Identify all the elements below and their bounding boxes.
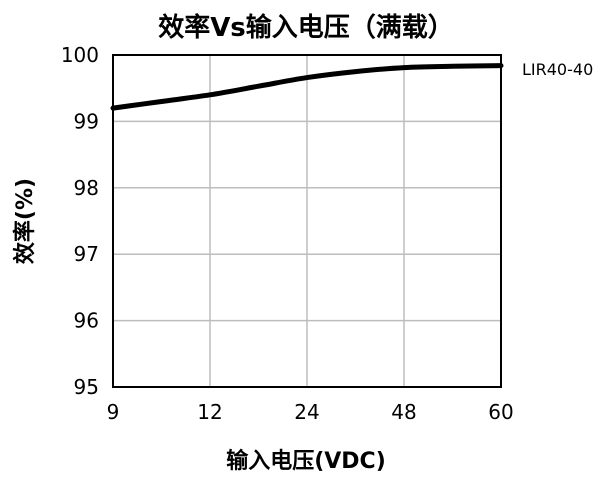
y-tick-label: 95 — [74, 375, 99, 399]
y-axis-title: 效率(%) — [12, 178, 38, 264]
x-tick-labels: 9 12 24 48 60 — [107, 400, 514, 424]
x-tick-label: 9 — [107, 400, 120, 424]
y-tick-labels: 95 96 97 98 99 100 — [61, 43, 99, 399]
x-tick-label: 24 — [294, 400, 319, 424]
y-tick-label: 98 — [74, 176, 99, 200]
chart-title: 效率Vs输入电压（满载） — [158, 12, 454, 43]
x-axis-title: 输入电压(VDC) — [226, 448, 386, 474]
y-tick-label: 97 — [74, 242, 99, 266]
y-tick-label: 100 — [61, 43, 99, 67]
series-layer — [110, 63, 504, 111]
x-tick-label: 48 — [391, 400, 416, 424]
y-tick-label: 96 — [74, 309, 99, 333]
y-tick-label: 99 — [74, 109, 99, 133]
plot-frame — [112, 54, 502, 388]
legend-label: LIR40-40 — [522, 60, 593, 79]
grid — [113, 55, 501, 387]
x-tick-label: 12 — [197, 400, 222, 424]
x-tick-label: 60 — [488, 400, 513, 424]
series-line-0 — [110, 63, 504, 111]
